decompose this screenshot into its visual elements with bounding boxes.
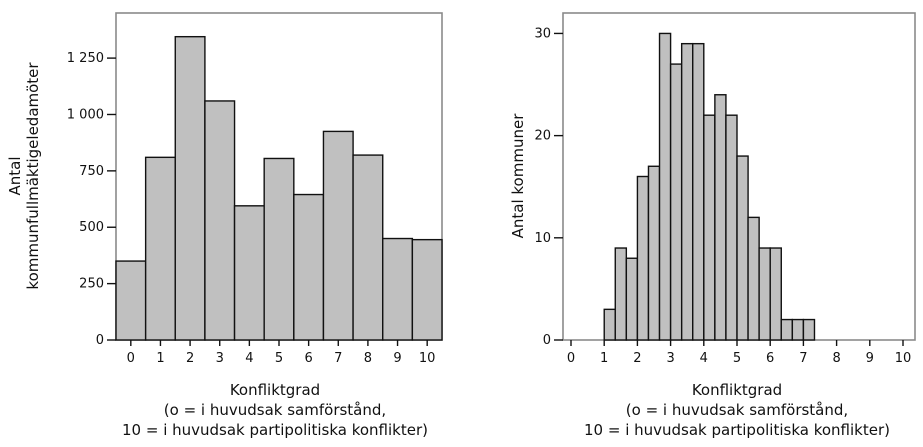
bar-9 bbox=[382, 237, 414, 341]
chart-municipalities: 0 10 20 30 0 1 2 3 4 5 6 7 8 9 10 Antal kommuner Konf… bbox=[509, 12, 916, 439]
x-tick-label: 2 bbox=[633, 351, 641, 366]
x-tick-label: 10 bbox=[895, 351, 912, 366]
bar-bin-6 bbox=[669, 63, 683, 341]
bar-6 bbox=[293, 193, 325, 341]
bar-1 bbox=[144, 156, 176, 341]
bar-bin-14 bbox=[758, 247, 771, 341]
x-tick-label: 9 bbox=[393, 351, 401, 366]
x-axis-label-line-2: (o = i huvudsak samförstånd, bbox=[626, 401, 848, 419]
y-tick-label: 1 250 bbox=[67, 51, 104, 66]
x-axis-label: Konfliktgrad bbox=[692, 381, 782, 399]
bar-bin-15 bbox=[769, 247, 782, 341]
bar-7 bbox=[322, 130, 354, 341]
y-tick-label: 250 bbox=[79, 277, 104, 292]
y-tick-label: 20 bbox=[534, 129, 551, 144]
y-axis-label-line-1: Antal bbox=[6, 156, 24, 195]
bar-2 bbox=[174, 35, 206, 341]
y-tick-label: 0 bbox=[543, 333, 551, 348]
bar-bin-8 bbox=[692, 42, 705, 341]
x-tick-label: 2 bbox=[186, 351, 194, 366]
x-tick-label: 4 bbox=[245, 351, 253, 366]
x-axis-ticks: 0 1 2 3 4 5 6 7 8 9 10 bbox=[127, 340, 436, 366]
bar-bin-7 bbox=[680, 42, 694, 341]
bar-bin-16 bbox=[780, 318, 794, 341]
bar-10 bbox=[411, 238, 443, 341]
bar-bin-4 bbox=[647, 165, 661, 341]
bars bbox=[603, 32, 816, 341]
bar-5 bbox=[263, 157, 295, 341]
bar-bin-0 bbox=[603, 308, 616, 341]
x-tick-label: 1 bbox=[156, 351, 164, 366]
y-tick-label: 0 bbox=[96, 333, 104, 348]
x-tick-label: 6 bbox=[766, 351, 774, 366]
x-axis-label: Konfliktgrad bbox=[230, 381, 320, 399]
x-tick-label: 4 bbox=[700, 351, 708, 366]
bar-bin-9 bbox=[703, 114, 716, 341]
x-tick-label: 9 bbox=[866, 351, 874, 366]
x-tick-label: 10 bbox=[419, 351, 436, 366]
bar-3 bbox=[204, 100, 236, 341]
y-axis-label: Antal kommuner bbox=[509, 113, 527, 239]
bar-bin-1 bbox=[614, 247, 628, 341]
x-tick-label: 3 bbox=[216, 351, 224, 366]
y-axis-ticks: 0 10 20 30 bbox=[534, 26, 563, 348]
x-tick-label: 0 bbox=[567, 351, 575, 366]
bar-4 bbox=[233, 205, 265, 341]
x-tick-label: 7 bbox=[334, 351, 342, 366]
y-tick-label: 30 bbox=[534, 26, 551, 41]
bar-bin-3 bbox=[636, 175, 650, 341]
bar-bin-13 bbox=[747, 216, 760, 341]
bar-bin-10 bbox=[714, 94, 727, 341]
y-tick-label: 10 bbox=[534, 231, 551, 246]
x-tick-label: 5 bbox=[275, 351, 283, 366]
bar-bin-5 bbox=[658, 32, 672, 341]
x-tick-label: 3 bbox=[666, 351, 674, 366]
x-tick-label: 0 bbox=[127, 351, 135, 366]
bars bbox=[115, 35, 443, 341]
x-tick-label: 1 bbox=[600, 351, 608, 366]
bar-bin-18 bbox=[802, 318, 816, 341]
bar-bin-11 bbox=[725, 114, 738, 341]
x-tick-label: 7 bbox=[799, 351, 807, 366]
x-axis-label-line-2: (o = i huvudsak samförstånd, bbox=[164, 401, 386, 419]
bar-0 bbox=[115, 260, 147, 341]
y-tick-label: 500 bbox=[79, 220, 104, 235]
bar-8 bbox=[352, 154, 384, 341]
y-axis-ticks: 0 250 500 750 1 000 1 250 bbox=[67, 51, 116, 348]
y-axis-label-line-2: kommunfullmäktigeledamöter bbox=[24, 62, 42, 290]
x-axis-label-line-3: 10 = i huvudsak partipolitiska konflikte… bbox=[584, 421, 890, 439]
bar-bin-12 bbox=[736, 155, 749, 341]
x-tick-label: 8 bbox=[364, 351, 372, 366]
x-tick-label: 6 bbox=[304, 351, 312, 366]
x-axis-ticks: 0 1 2 3 4 5 6 7 8 9 10 bbox=[567, 340, 911, 366]
x-tick-label: 8 bbox=[832, 351, 840, 366]
x-axis-label-line-3: 10 = i huvudsak partipolitiska konflikte… bbox=[122, 421, 428, 439]
bar-bin-17 bbox=[791, 318, 805, 341]
y-tick-label: 750 bbox=[79, 164, 104, 179]
y-tick-label: 1 000 bbox=[67, 107, 104, 122]
bar-bin-2 bbox=[625, 257, 639, 341]
x-tick-label: 5 bbox=[733, 351, 741, 366]
